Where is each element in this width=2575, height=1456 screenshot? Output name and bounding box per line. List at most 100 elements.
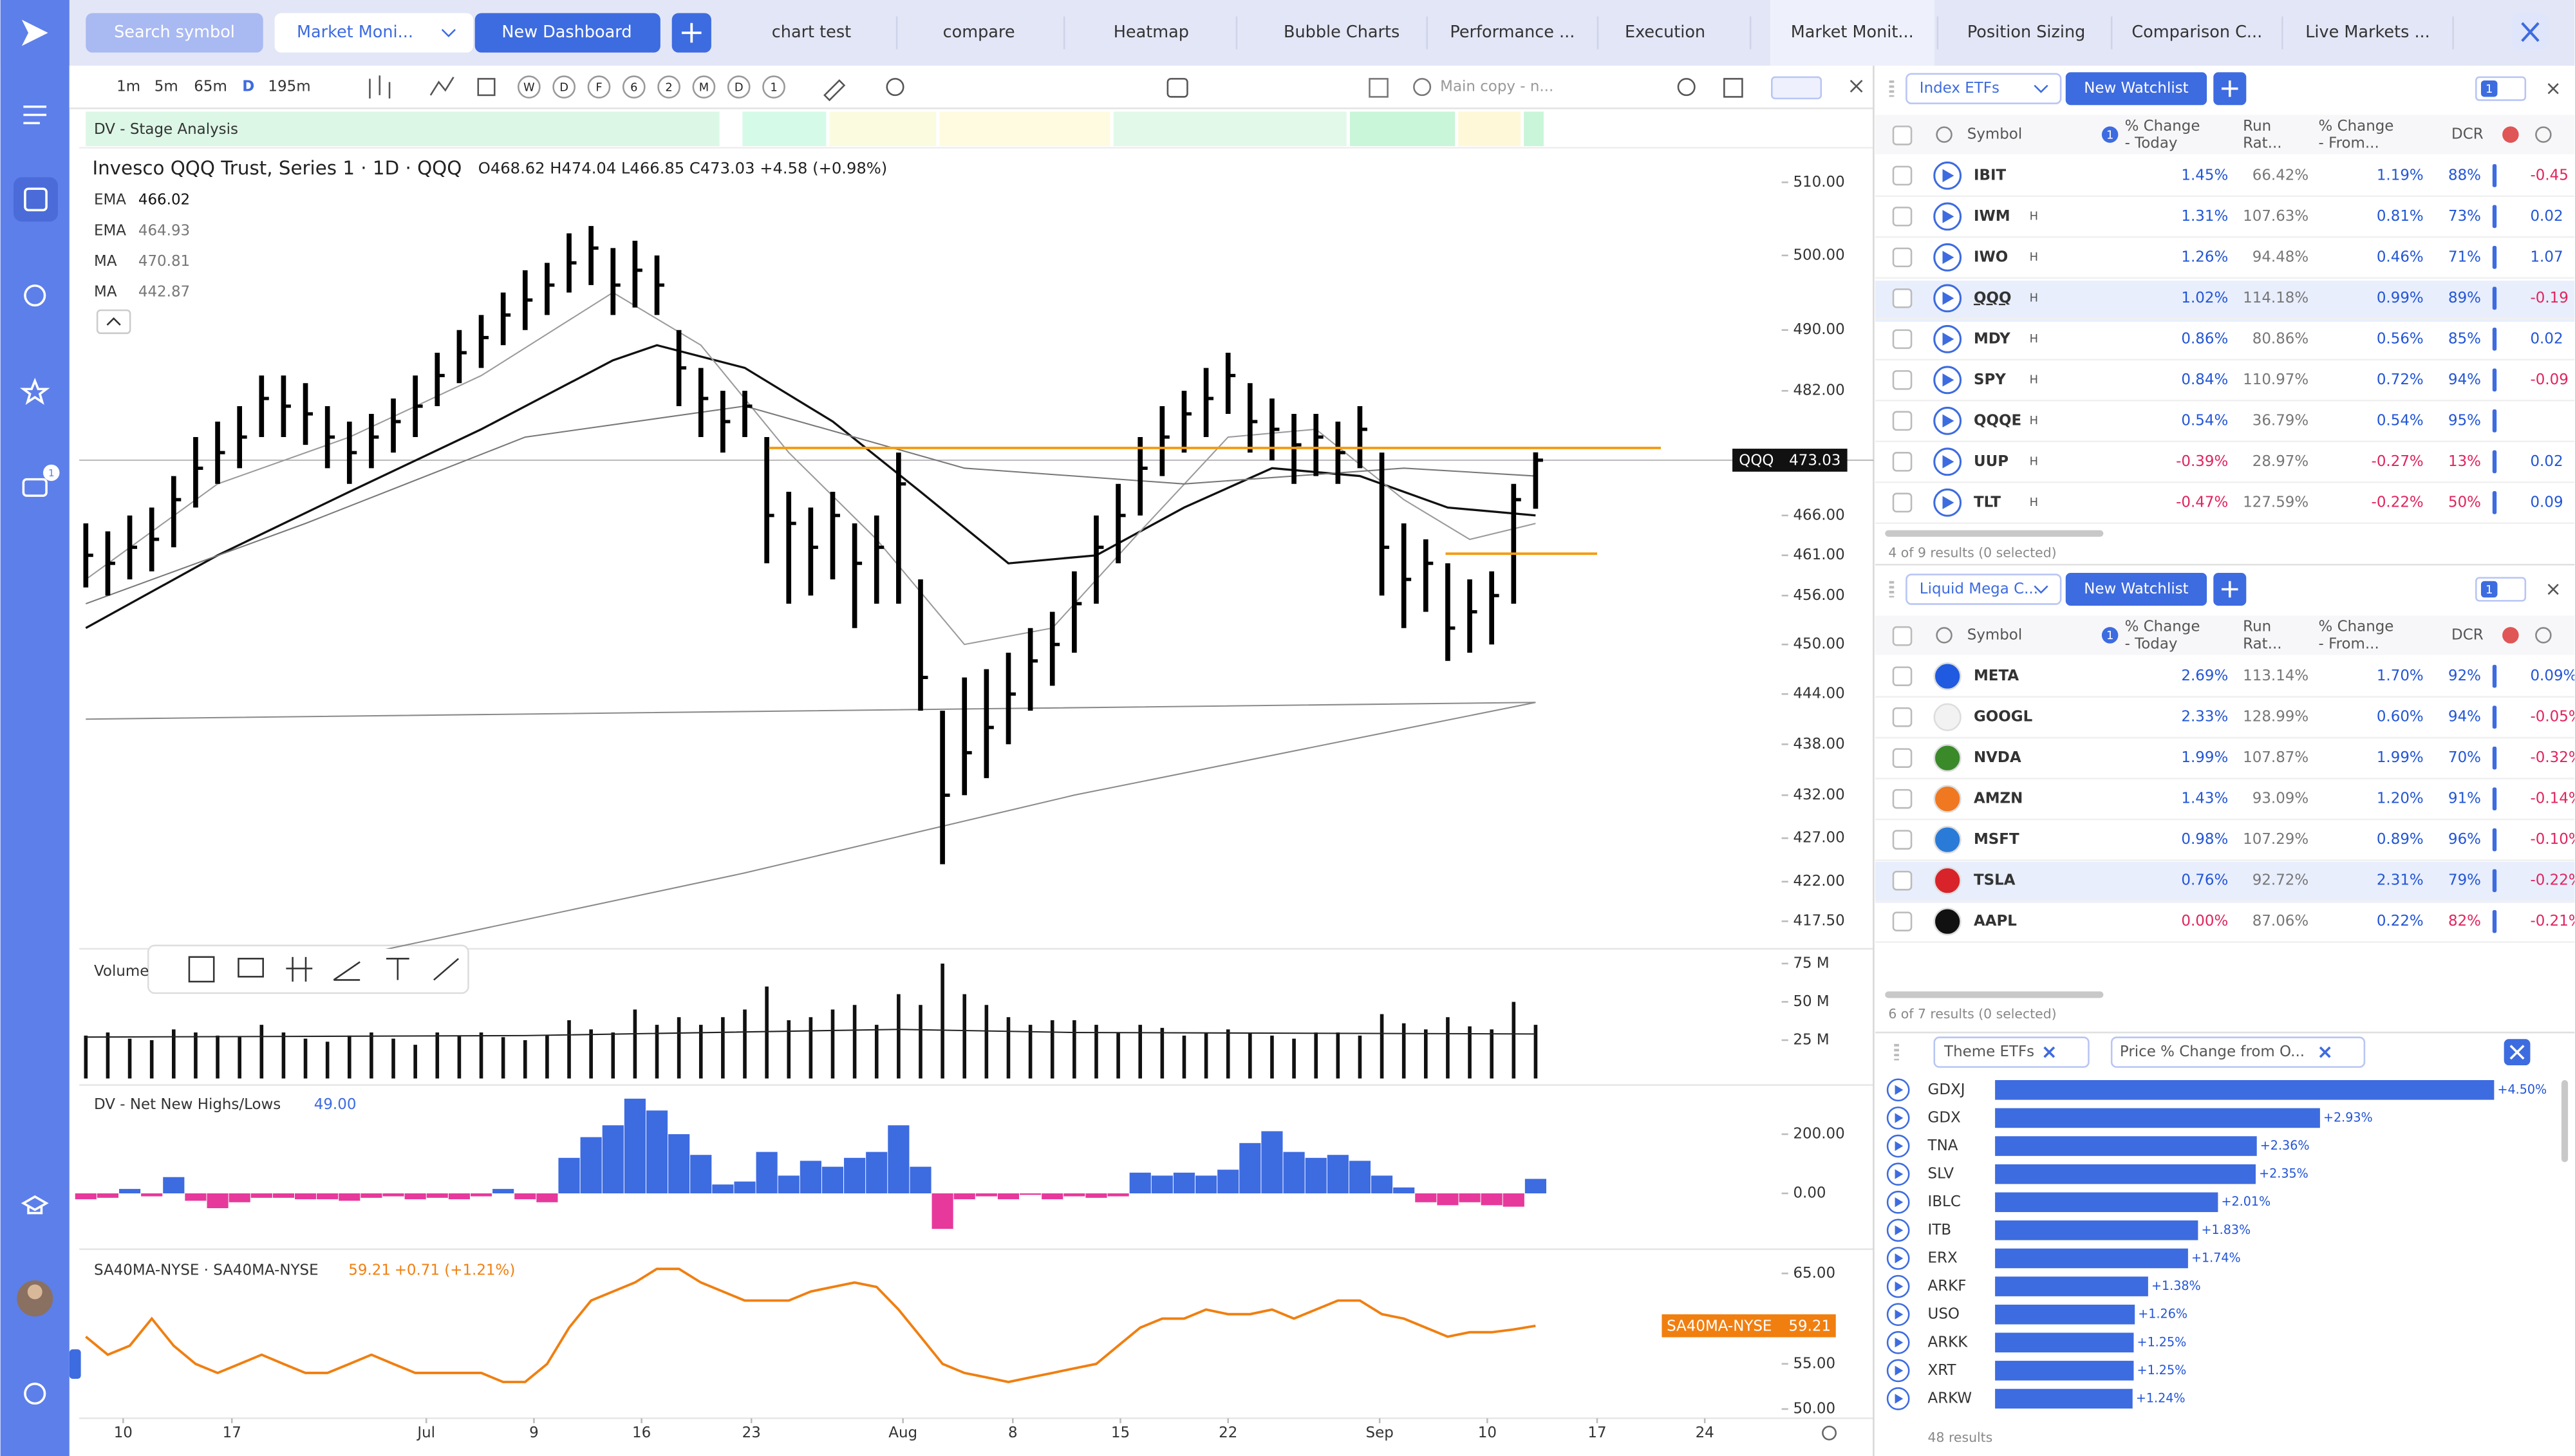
- checkbox[interactable]: [1892, 288, 1913, 308]
- dashboard-icon[interactable]: [24, 187, 48, 212]
- checkbox[interactable]: [1892, 165, 1913, 186]
- templates-icon[interactable]: [477, 78, 496, 97]
- column-header[interactable]: % Change: [2319, 619, 2394, 635]
- theme-symbol[interactable]: SLV: [1928, 1166, 1954, 1182]
- theme-symbol[interactable]: IBLC: [1928, 1193, 1961, 1210]
- cloud-icon[interactable]: [1413, 78, 1432, 97]
- checkbox[interactable]: [1892, 452, 1913, 472]
- pattern-tool[interactable]: [286, 957, 313, 982]
- line-tool[interactable]: [433, 958, 459, 981]
- column-settings[interactable]: [1936, 627, 1952, 644]
- column-header[interactable]: DCR: [2451, 126, 2484, 143]
- symbol[interactable]: QQQ: [1974, 290, 2012, 306]
- scrollbar[interactable]: [2561, 1080, 2569, 1162]
- fib-tool[interactable]: [333, 961, 360, 981]
- checkbox[interactable]: [1892, 870, 1913, 891]
- column-header[interactable]: - From...: [2319, 635, 2379, 652]
- tab[interactable]: chart test: [772, 23, 851, 42]
- active-nav[interactable]: [14, 177, 58, 222]
- column-header[interactable]: % Change: [2125, 118, 2200, 135]
- indicator-icon[interactable]: [369, 75, 391, 99]
- symbol[interactable]: TSLA: [1974, 872, 2016, 889]
- theme-symbol[interactable]: ARKW: [1928, 1390, 1972, 1406]
- theme-symbol[interactable]: TNA: [1927, 1137, 1958, 1154]
- help-icon[interactable]: [24, 1383, 46, 1405]
- interval[interactable]: 65m: [194, 79, 227, 95]
- tab[interactable]: Heatmap: [1114, 23, 1189, 42]
- column-header[interactable]: DCR: [2451, 626, 2484, 643]
- tab[interactable]: Comparison C...: [2131, 23, 2262, 42]
- period-button[interactable]: [657, 75, 680, 99]
- column-header[interactable]: Run: [2243, 118, 2271, 135]
- column-header[interactable]: Symbol: [1967, 626, 2022, 643]
- symbol[interactable]: GOOGL: [1974, 709, 2032, 725]
- checkbox[interactable]: [1892, 247, 1913, 268]
- checkbox[interactable]: [1892, 748, 1913, 768]
- new-watchlist-button[interactable]: [2065, 72, 2207, 106]
- symbol[interactable]: IWO: [1974, 248, 2008, 265]
- search-button[interactable]: [86, 13, 263, 53]
- theme-symbol[interactable]: USO: [1928, 1306, 1960, 1323]
- checkbox[interactable]: [1892, 329, 1913, 350]
- interval[interactable]: 195m: [268, 79, 310, 95]
- period-button[interactable]: [622, 75, 646, 99]
- checkbox[interactable]: [1892, 492, 1913, 513]
- symbol[interactable]: AAPL: [1974, 913, 2017, 929]
- period-button[interactable]: [692, 75, 716, 99]
- theme-symbol[interactable]: GDXJ: [1928, 1081, 1965, 1098]
- logo[interactable]: [21, 19, 48, 46]
- layout-count[interactable]: [1771, 76, 1822, 100]
- period-button[interactable]: [762, 75, 785, 99]
- note-tool[interactable]: [238, 958, 264, 978]
- checkbox[interactable]: [1892, 370, 1913, 390]
- alerts-icon[interactable]: [22, 478, 48, 497]
- star-icon[interactable]: [20, 377, 50, 406]
- symbol[interactable]: AMZN: [1974, 790, 2023, 807]
- column-header[interactable]: % Change: [2125, 619, 2200, 635]
- dashboard-select[interactable]: [274, 13, 474, 53]
- layout-icon[interactable]: [1369, 78, 1389, 98]
- period-button[interactable]: [727, 75, 751, 99]
- collapse-handle[interactable]: [69, 1349, 81, 1379]
- checkbox[interactable]: [1892, 830, 1913, 850]
- calendar-icon[interactable]: [1166, 78, 1188, 98]
- symbol[interactable]: IBIT: [1974, 167, 2007, 183]
- column-header[interactable]: - Today: [2125, 135, 2178, 152]
- text-tool[interactable]: [386, 958, 409, 980]
- refresh-icon[interactable]: [886, 78, 904, 97]
- theme-symbol[interactable]: ARKK: [1928, 1334, 1969, 1350]
- tab[interactable]: Position Sizing: [1967, 23, 2085, 42]
- symbol[interactable]: META: [1974, 667, 2019, 684]
- column-header[interactable]: Rat...: [2243, 135, 2281, 152]
- clear-icon[interactable]: [2043, 1046, 2055, 1058]
- column-settings[interactable]: [1936, 126, 1952, 143]
- new-dashboard-button[interactable]: [474, 13, 660, 53]
- period-button[interactable]: [552, 75, 576, 99]
- tab[interactable]: compare: [943, 23, 1015, 42]
- compare-icon[interactable]: [429, 77, 454, 96]
- tab[interactable]: Bubble Charts: [1284, 23, 1400, 42]
- collapse-legend[interactable]: [96, 309, 131, 334]
- column-header[interactable]: Rat...: [2243, 635, 2281, 652]
- theme-symbol[interactable]: XRT: [1928, 1362, 1957, 1379]
- theme-symbol[interactable]: ARKF: [1928, 1278, 1967, 1294]
- symbol[interactable]: IWM: [1974, 208, 2010, 225]
- axis-settings[interactable]: [1822, 1425, 1837, 1441]
- column-header[interactable]: - Today: [2125, 635, 2178, 652]
- checkbox[interactable]: [1892, 707, 1913, 727]
- column-header[interactable]: % Change: [2319, 118, 2394, 135]
- symbol[interactable]: QQQE: [1974, 412, 2021, 429]
- period-button[interactable]: [587, 75, 611, 99]
- symbol[interactable]: MSFT: [1974, 831, 2019, 848]
- tab[interactable]: Market Monit...: [1791, 23, 1914, 42]
- menu-icon[interactable]: [23, 105, 47, 125]
- symbol[interactable]: UUP: [1974, 453, 2009, 470]
- theme-symbol[interactable]: ERX: [1928, 1249, 1958, 1266]
- symbol[interactable]: NVDA: [1974, 749, 2021, 766]
- clear-icon[interactable]: [2319, 1046, 2331, 1058]
- column-header[interactable]: Symbol: [1967, 126, 2022, 143]
- close-chart[interactable]: [1849, 80, 1863, 93]
- draw-icon[interactable]: [823, 79, 846, 102]
- learn-icon[interactable]: [21, 1195, 49, 1215]
- scrollbar[interactable]: [1885, 530, 2104, 537]
